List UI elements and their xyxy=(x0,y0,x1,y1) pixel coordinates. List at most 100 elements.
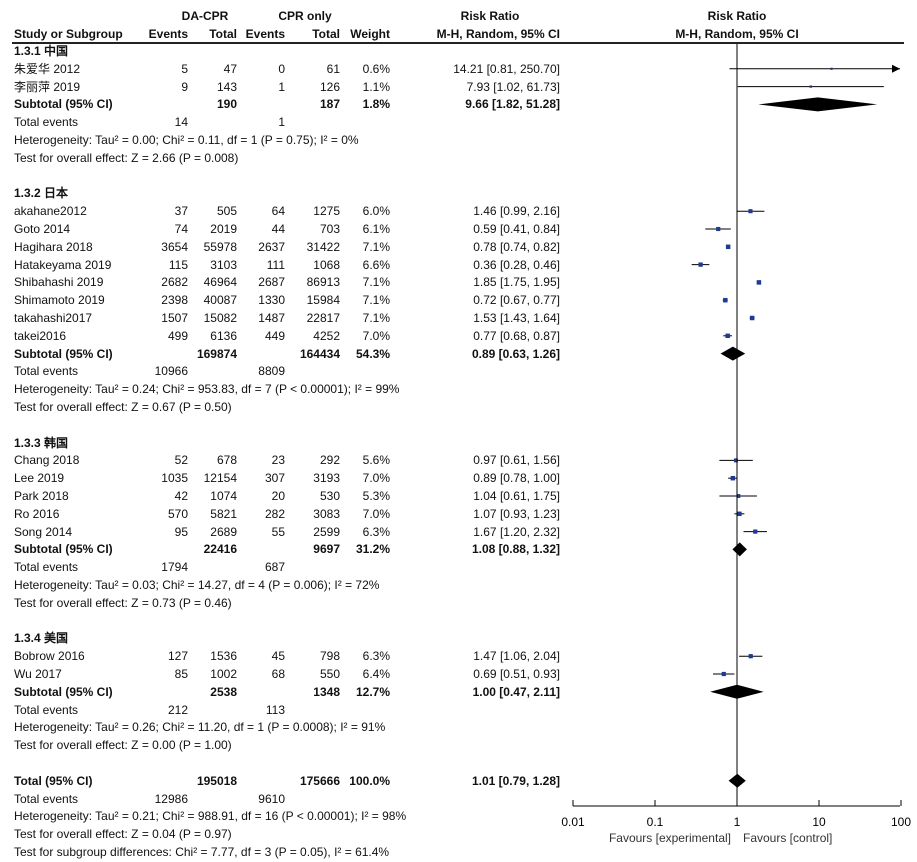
events1-cell: 12986 xyxy=(154,791,188,806)
weight-cell: 6.3% xyxy=(362,649,390,664)
pooled-diamond xyxy=(732,542,747,557)
total2-cell: 530 xyxy=(319,489,340,503)
study-marker xyxy=(698,262,703,267)
study-marker xyxy=(753,529,758,534)
total1-cell: 195018 xyxy=(196,773,237,788)
total1-cell: 678 xyxy=(216,453,237,468)
events1-cell: 85 xyxy=(174,667,188,681)
note-label: Heterogeneity: Tau² = 0.00; Chi² = 0.11,… xyxy=(14,133,359,147)
total2-cell: 164434 xyxy=(299,346,340,361)
study-label: Shibahashi 2019 xyxy=(14,275,104,290)
events1-cell: 14 xyxy=(174,115,188,130)
events1-cell: 212 xyxy=(167,702,188,717)
study-label: Hatakeyama 2019 xyxy=(14,257,112,272)
total2-cell: 1348 xyxy=(313,684,340,699)
rr-cell: 1.85 [1.75, 1.95] xyxy=(473,275,560,290)
events2-cell: 1 xyxy=(278,79,285,94)
events1-cell: 127 xyxy=(167,649,188,664)
note-label: Heterogeneity: Tau² = 0.24; Chi² = 953.8… xyxy=(14,382,400,397)
method-header: M-H, Random, 95% CI xyxy=(436,27,560,41)
group-label: 1.3.2 日本 xyxy=(14,186,69,201)
events1-cell: 95 xyxy=(174,524,188,539)
note-label: Heterogeneity: Tau² = 0.26; Chi² = 11.20… xyxy=(14,720,386,735)
events1-header: Events xyxy=(148,27,188,41)
x-tick-label: 10 xyxy=(812,815,826,829)
weight-cell: 0.6% xyxy=(362,61,390,76)
rr-cell: 1.04 [0.61, 1.75] xyxy=(473,489,560,503)
weight-cell: 5.3% xyxy=(362,489,390,503)
rr-cell: 0.78 [0.74, 0.82] xyxy=(473,239,560,254)
events2-cell: 1 xyxy=(278,115,285,130)
total2-cell: 292 xyxy=(319,453,340,468)
events-label: Total events xyxy=(14,791,79,806)
total1-cell: 5821 xyxy=(210,506,237,521)
events-label: Total events xyxy=(14,560,79,575)
events1-cell: 1035 xyxy=(161,471,188,486)
rr-cell: 1.47 [1.06, 2.04] xyxy=(473,649,560,664)
total1-cell: 22416 xyxy=(203,542,237,557)
rr-header: Risk Ratio xyxy=(460,9,520,23)
events1-cell: 570 xyxy=(167,506,188,521)
events2-cell: 1330 xyxy=(258,293,285,308)
weight-cell: 31.2% xyxy=(355,542,390,557)
study-marker xyxy=(733,458,738,463)
pooled-diamond xyxy=(720,346,746,361)
favours-experimental-label: Favours [experimental] xyxy=(609,831,731,845)
events1-cell: 9 xyxy=(181,79,188,94)
total2-cell: 3083 xyxy=(313,506,340,521)
weight-cell: 7.1% xyxy=(362,239,390,254)
study-label: 朱爱华 2012 xyxy=(14,61,81,76)
total2-cell: 1068 xyxy=(313,257,340,272)
events2-cell: 0 xyxy=(278,61,285,76)
weight-cell: 6.1% xyxy=(362,222,390,236)
events1-cell: 1507 xyxy=(161,311,188,325)
rr-cell: 7.93 [1.02, 61.73] xyxy=(466,79,560,94)
total2-cell: 126 xyxy=(319,79,340,94)
x-tick-label: 100 xyxy=(891,815,911,829)
total1-cell: 1536 xyxy=(210,649,237,664)
weight-cell: 6.0% xyxy=(362,204,390,219)
events1-cell: 5 xyxy=(181,61,188,76)
weight-cell: 7.0% xyxy=(362,506,390,521)
weight-cell: 7.1% xyxy=(362,293,390,308)
events2-cell: 45 xyxy=(271,649,285,664)
study-label: Chang 2018 xyxy=(14,453,80,468)
events1-cell: 2398 xyxy=(161,293,188,308)
events2-cell: 20 xyxy=(271,489,285,503)
note-label: Test for subgroup differences: Chi² = 7.… xyxy=(14,845,390,859)
note-label: Test for overall effect: Z = 2.66 (P = 0… xyxy=(14,150,239,165)
events2-cell: 2637 xyxy=(258,239,285,254)
rr-cell: 1.46 [0.99, 2.16] xyxy=(473,204,560,219)
total2-cell: 2599 xyxy=(313,524,340,539)
events1-cell: 52 xyxy=(174,453,188,468)
rr-cell: 0.69 [0.51, 0.93] xyxy=(473,667,560,681)
total1-cell: 47 xyxy=(223,61,237,76)
events2-cell: 1487 xyxy=(258,311,285,325)
total2-cell: 703 xyxy=(319,222,340,236)
total1-cell: 55978 xyxy=(203,239,237,254)
favours-control-label: Favours [control] xyxy=(743,831,832,845)
x-tick-label: 1 xyxy=(734,815,741,829)
rr-cell: 0.97 [0.61, 1.56] xyxy=(473,453,560,468)
events2-cell: 68 xyxy=(271,667,285,681)
events2-cell: 307 xyxy=(264,471,285,486)
rr-cell: 1.07 [0.93, 1.23] xyxy=(473,506,560,521)
total2-cell: 22817 xyxy=(306,311,340,325)
rr-cell: 1.08 [0.88, 1.32] xyxy=(471,542,560,557)
total2-cell: 9697 xyxy=(313,542,340,557)
weight-cell: 6.6% xyxy=(362,257,390,272)
study-marker xyxy=(736,494,741,498)
events2-cell: 9610 xyxy=(258,791,285,806)
total1-header: Total xyxy=(209,27,237,41)
events1-cell: 115 xyxy=(168,257,188,272)
note-label: Test for overall effect: Z = 0.67 (P = 0… xyxy=(14,400,232,414)
study-label: Wu 2017 xyxy=(14,667,62,681)
study-label: Lee 2019 xyxy=(14,471,65,486)
events-label: Total events xyxy=(14,702,79,717)
total2-cell: 550 xyxy=(319,667,340,681)
study-label: Shimamoto 2019 xyxy=(14,293,105,308)
total1-cell: 505 xyxy=(216,204,237,219)
total2-cell: 4252 xyxy=(313,328,340,343)
total1-cell: 40087 xyxy=(203,293,237,308)
